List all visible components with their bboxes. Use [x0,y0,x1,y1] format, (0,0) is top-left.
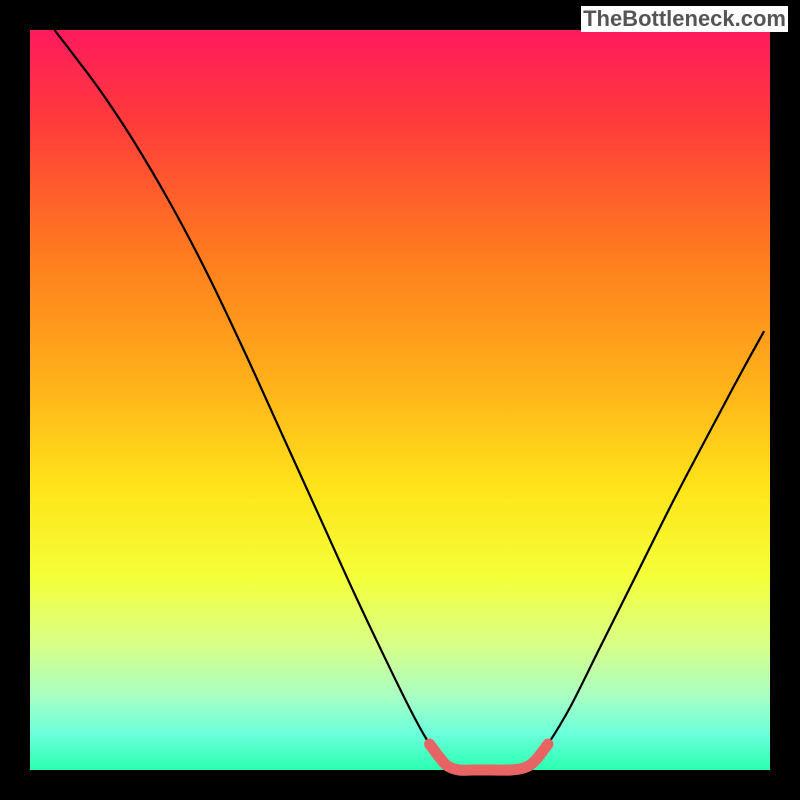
bottleneck-chart: TheBottleneck.com [0,0,800,800]
chart-svg [0,0,800,800]
gradient-background [30,30,770,770]
watermark-label: TheBottleneck.com [581,6,788,32]
